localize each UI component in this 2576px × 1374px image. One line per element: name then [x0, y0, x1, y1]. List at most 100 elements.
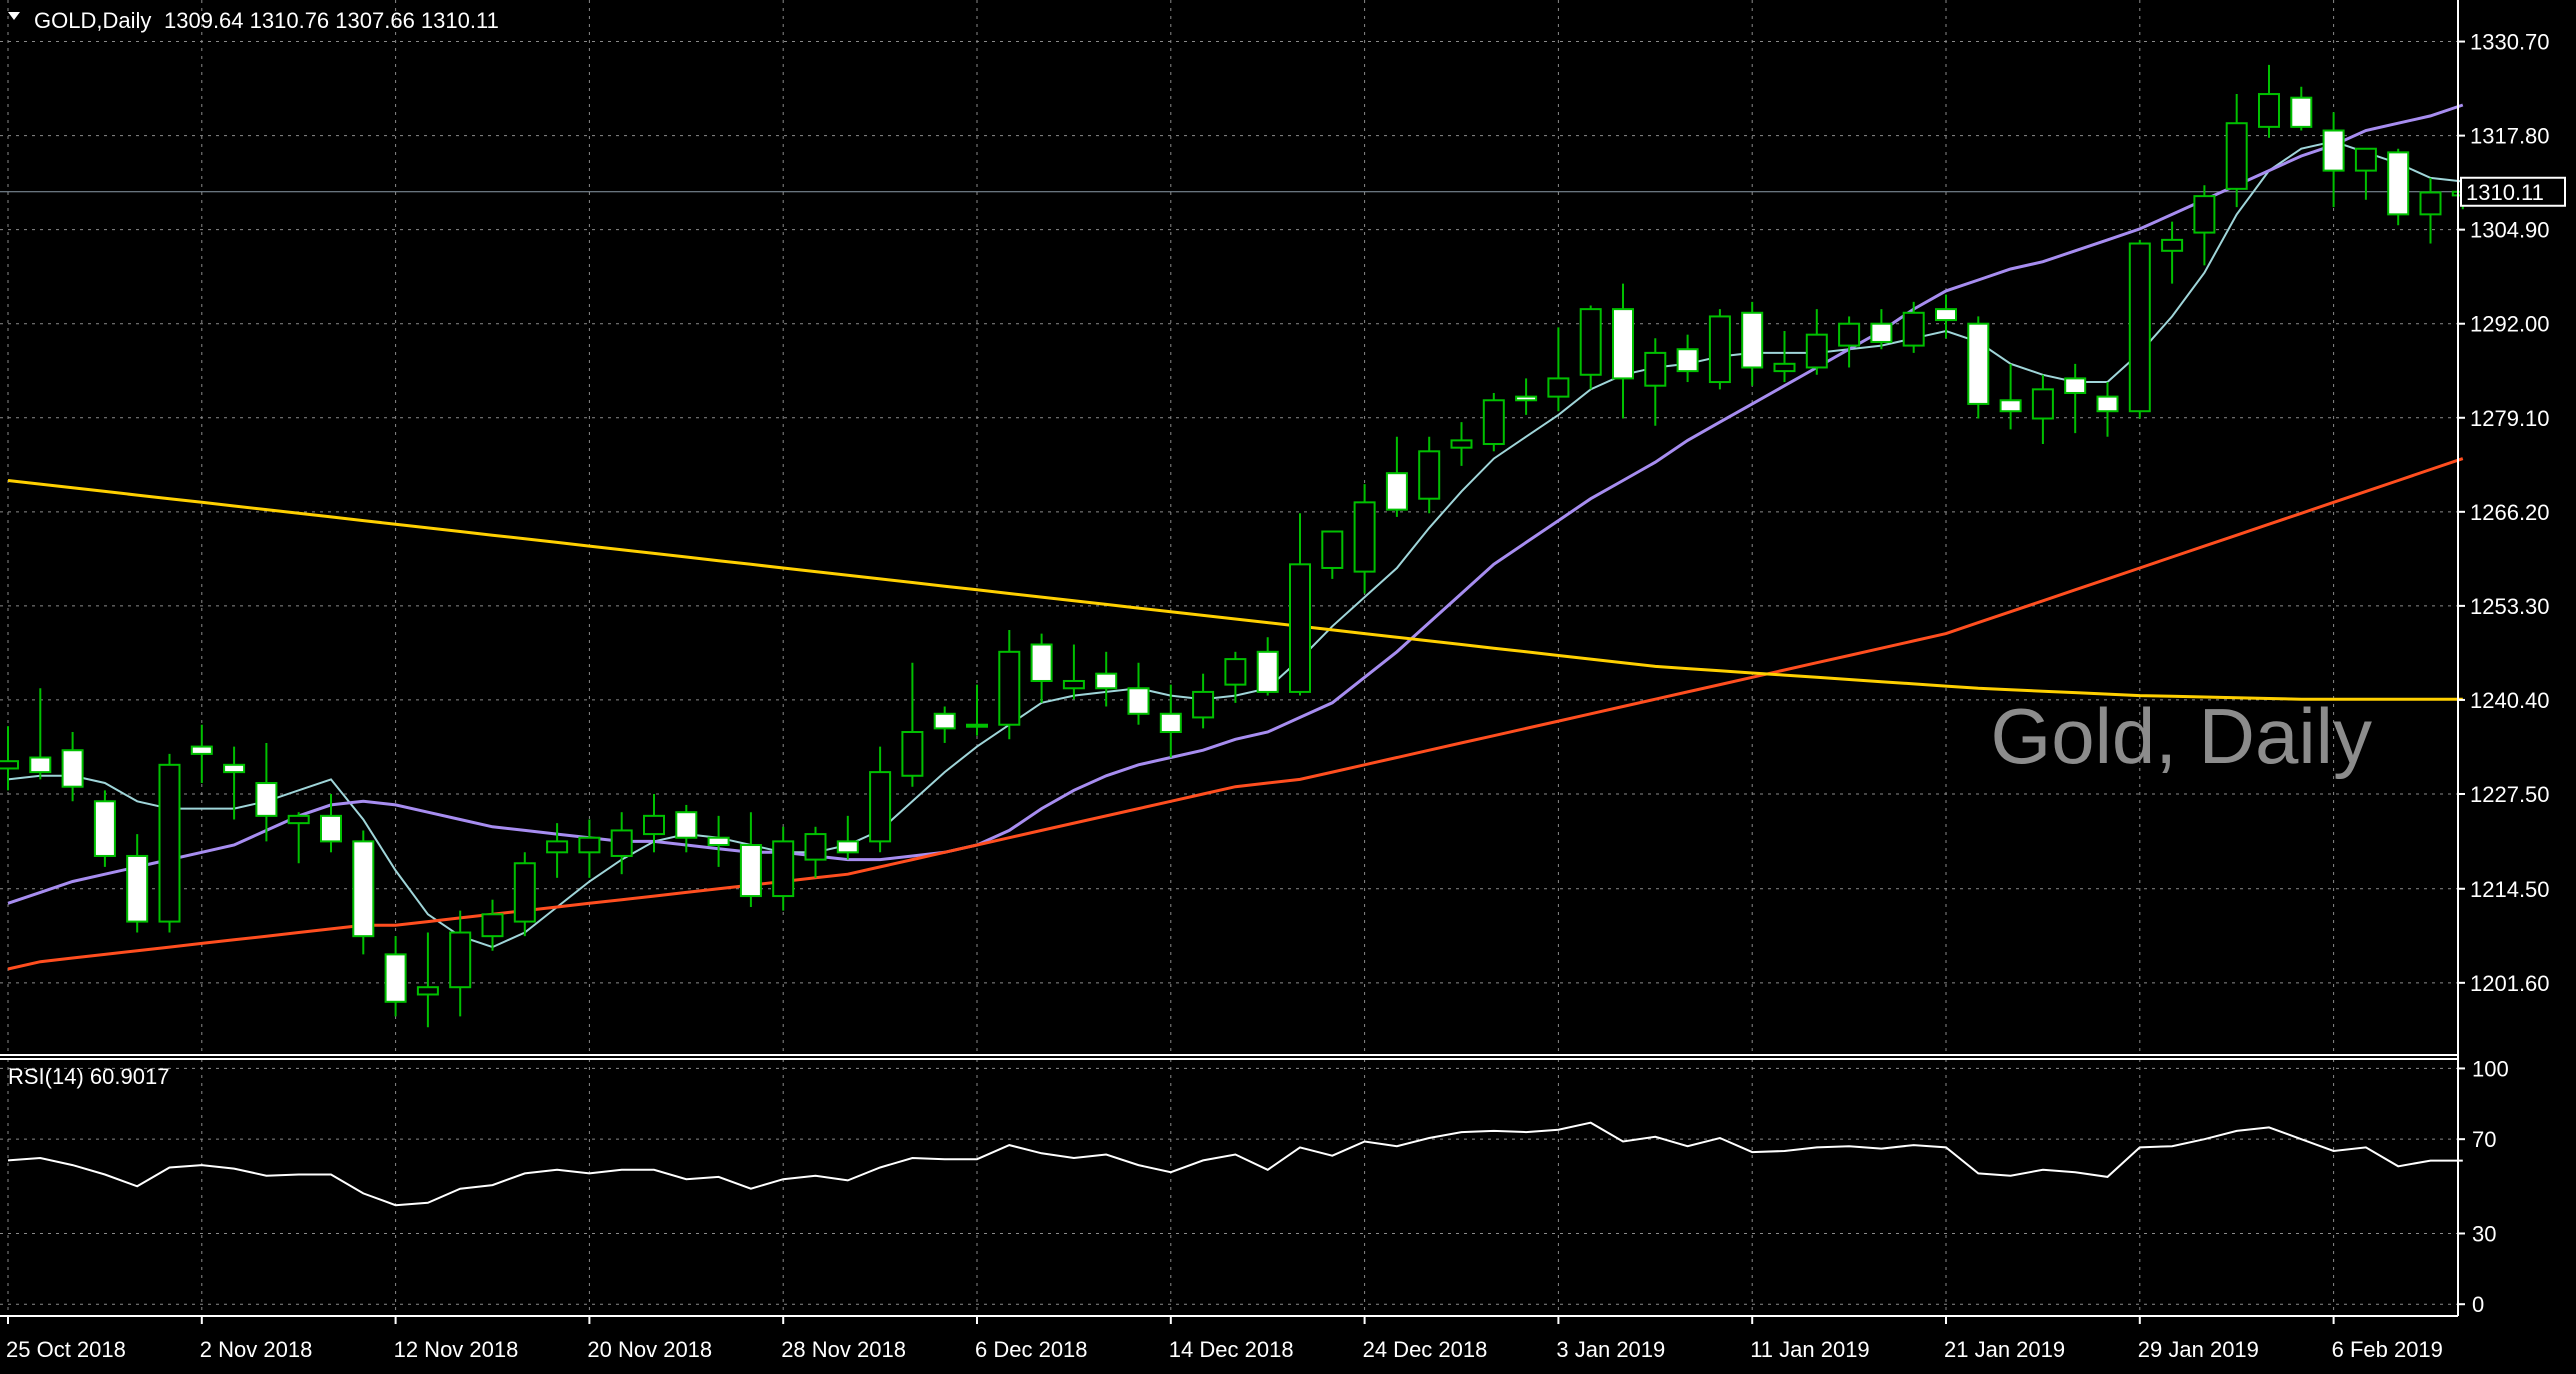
bull-candle — [1192, 673, 1215, 729]
price-tick-label: 1266.20 — [2470, 500, 2550, 525]
bear-candle — [1612, 283, 1634, 419]
rsi-axis[interactable]: 100 70 30 0 — [2458, 1056, 2509, 1317]
price-tick-label: 1214.50 — [2470, 877, 2550, 902]
bull-candle — [610, 812, 633, 875]
candle-body — [2258, 93, 2280, 128]
rsi-tick-label: 0 — [2472, 1292, 2484, 1317]
rsi-line — [7, 1121, 2463, 1207]
candle-body — [320, 814, 342, 843]
candle-body — [481, 913, 504, 938]
candle-body — [1579, 308, 1602, 376]
bear-candle — [1127, 662, 1150, 725]
time-tick-label: 3 Jan 2019 — [1556, 1337, 1665, 1362]
bear-candle — [320, 793, 342, 853]
bull-candle — [1418, 436, 1441, 514]
candle-body — [2225, 122, 2248, 190]
bear-candle — [1999, 363, 2022, 430]
bull-candle — [2258, 64, 2280, 138]
candle-body — [643, 814, 665, 836]
candle-body — [1902, 311, 1925, 347]
chart-watermark: Gold, Daily — [1991, 692, 2372, 780]
candle-body — [384, 953, 407, 1003]
candle-body — [675, 811, 698, 839]
time-tick-label: 25 Oct 2018 — [6, 1337, 126, 1362]
candle-body — [1418, 450, 1441, 500]
bear-candle — [1385, 436, 1408, 517]
price-tick-label: 1201.60 — [2470, 971, 2550, 996]
candle-body — [2387, 151, 2410, 216]
bear-candle — [61, 732, 84, 802]
bear-candle — [223, 746, 246, 820]
dropdown-triangle-icon[interactable] — [8, 12, 20, 20]
candle-body — [546, 840, 569, 854]
candle-body — [2354, 147, 2377, 172]
bear-candle — [29, 688, 52, 780]
candle-body — [836, 840, 859, 854]
candle-body — [772, 840, 795, 898]
candle-body — [933, 712, 956, 730]
time-tick-label: 21 Jan 2019 — [1944, 1337, 2065, 1362]
bull-candle — [1482, 392, 1505, 452]
bear-candle — [2064, 363, 2087, 434]
candle-body — [1385, 472, 1408, 511]
bear-candle — [2096, 382, 2119, 437]
candle-body — [1353, 501, 1376, 573]
candle-body — [126, 854, 149, 923]
rsi-grid — [0, 1059, 2458, 1316]
candle-body — [1321, 530, 1344, 569]
bear-candle — [1515, 378, 1538, 415]
candle-body — [2161, 238, 2184, 252]
candle-body — [255, 782, 278, 817]
bear-candle — [1870, 309, 1893, 350]
candle-body — [2064, 377, 2087, 394]
bear-candle — [1935, 294, 1957, 339]
rsi-tick-label: 70 — [2472, 1127, 2496, 1152]
candle-body — [1805, 333, 1828, 369]
bull-candle — [998, 629, 1021, 740]
bear-candle — [1095, 651, 1118, 707]
candle-body — [1224, 658, 1247, 686]
bull-candle — [2128, 239, 2151, 419]
bull-candle — [546, 823, 569, 878]
bull-candle — [2354, 147, 2377, 200]
candle-body — [1870, 322, 1893, 343]
candle-body — [1127, 687, 1150, 715]
candle-body — [1450, 439, 1473, 449]
price-axis[interactable]: 1330.70 1317.80 1304.90 1292.00 1279.10 1266.… — [2458, 30, 2550, 996]
bull-candle — [416, 932, 439, 1028]
candle-body — [2419, 191, 2442, 216]
candle-body — [966, 723, 988, 728]
candle-body — [1192, 690, 1215, 719]
rsi-tick-label: 100 — [2472, 1056, 2509, 1081]
bear-candle — [1967, 316, 1990, 419]
candle-body — [578, 836, 601, 854]
bull-candle — [2031, 374, 2054, 445]
time-tick-label: 24 Dec 2018 — [1363, 1337, 1488, 1362]
bull-candle — [578, 819, 601, 878]
candle-body — [804, 833, 827, 861]
candle-body — [2128, 242, 2151, 413]
candle-body — [2031, 388, 2054, 420]
price-tick-label: 1240.40 — [2470, 688, 2550, 713]
bull-candle — [1547, 327, 1570, 412]
time-axis[interactable]: 25 Oct 2018 2 Nov 2018 12 Nov 2018 20 Nov 2… — [6, 1316, 2443, 1362]
bull-candle — [513, 852, 536, 937]
price-tick-label: 1317.80 — [2470, 124, 2550, 149]
bull-candle — [1644, 338, 1667, 426]
bull-candle — [1321, 530, 1344, 579]
candle-body — [2193, 195, 2216, 234]
candle-body — [1838, 322, 1861, 347]
price-tick-label: 1279.10 — [2470, 406, 2550, 431]
price-tick-label: 1253.30 — [2470, 594, 2550, 619]
bull-candle — [1289, 513, 1311, 696]
bull-candle — [643, 793, 665, 853]
candle-body — [0, 760, 19, 770]
candle-body — [158, 763, 181, 923]
candle-body — [707, 836, 730, 847]
current-price-tag: 1310.11 — [2460, 176, 2566, 207]
candle-body — [2322, 129, 2345, 172]
time-tick-label: 2 Nov 2018 — [200, 1337, 313, 1362]
